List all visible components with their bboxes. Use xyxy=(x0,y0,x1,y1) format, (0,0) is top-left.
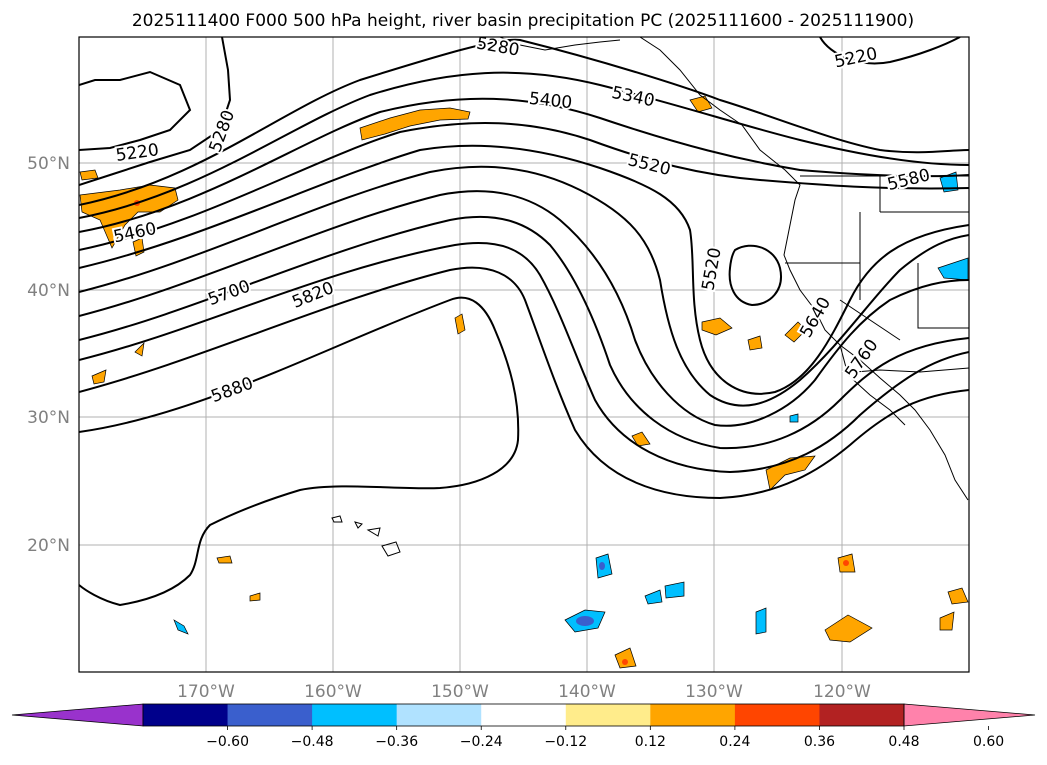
colorbar-extend-min xyxy=(11,703,144,727)
contour-5760 xyxy=(79,242,969,474)
colorbar-bin xyxy=(396,704,482,726)
lon-label: 120°W xyxy=(813,682,871,702)
lat-tick-labels: 50°N 40°N 30°N 20°N xyxy=(27,154,70,556)
contour-5580 xyxy=(79,165,969,407)
precip-blob xyxy=(79,169,99,181)
height-contours xyxy=(79,37,969,607)
colorbar-tick-label: 0.12 xyxy=(635,734,666,750)
precip-blob xyxy=(631,431,651,447)
contour-5280 xyxy=(79,38,969,206)
lon-label: 150°W xyxy=(431,682,489,702)
precip-blob xyxy=(701,317,733,336)
state-border xyxy=(785,176,969,341)
precip-blob xyxy=(939,611,955,631)
contour-5520 xyxy=(79,144,969,395)
contour-5520-closed xyxy=(728,244,782,307)
colorbar-bin xyxy=(312,704,398,726)
precip-blob xyxy=(747,335,763,351)
precip-blob xyxy=(784,321,807,343)
colorbar-bin xyxy=(650,704,736,726)
colorbar-tick-label: −0.36 xyxy=(375,734,418,750)
precip-blob xyxy=(939,171,959,193)
colorbar-tick-label: 0.24 xyxy=(719,734,750,750)
contour-5280-west xyxy=(79,37,232,186)
lon-label: 130°W xyxy=(685,682,743,702)
map-frame xyxy=(78,36,970,673)
contour-5880 xyxy=(79,296,520,607)
precip-blob xyxy=(454,313,466,335)
coastlines xyxy=(499,37,969,501)
contour-5820 xyxy=(79,266,969,500)
lon-tick-labels: 170°W 160°W 150°W 140°W 130°W 120°W xyxy=(177,682,871,702)
contour-5220-west xyxy=(79,70,192,151)
precip-blob xyxy=(359,107,471,141)
colorbar: −0.60 −0.48 −0.36 −0.24 −0.12 0.12 0.24 0.36 0.4… xyxy=(11,703,1036,750)
precip-blob xyxy=(824,614,873,643)
lon-label: 170°W xyxy=(177,682,235,702)
colorbar-tick-label: −0.24 xyxy=(460,734,503,750)
lon-label: 160°W xyxy=(304,682,362,702)
contour-label: 5280 xyxy=(475,33,521,60)
island xyxy=(331,515,343,523)
colorbar-tick-label: 0.36 xyxy=(804,734,835,750)
colorbar-tick-label: −0.48 xyxy=(291,734,334,750)
island xyxy=(381,541,401,557)
colorbar-tick-label: −0.60 xyxy=(206,734,249,750)
map-title: 2025111400 F000 500 hPa height, river ba… xyxy=(132,11,914,31)
precip-blob xyxy=(947,587,969,605)
precip-blob xyxy=(664,581,685,599)
contour-5400 xyxy=(79,97,969,233)
contour-5640 xyxy=(79,190,969,427)
precip-blob xyxy=(134,341,145,357)
alaska-coast xyxy=(499,37,621,51)
precip-blob xyxy=(91,369,107,385)
precip-blob xyxy=(789,413,799,423)
lat-label: 30°N xyxy=(27,408,70,428)
colorbar-bin xyxy=(143,704,229,726)
precip-shading xyxy=(79,95,969,669)
colorbar-tick-label: 0.48 xyxy=(888,734,919,750)
precip-blob xyxy=(644,589,663,605)
precip-blob xyxy=(755,607,767,635)
colorbar-bin xyxy=(565,704,651,726)
contour-5220-east xyxy=(819,37,961,65)
colorbar-bin xyxy=(227,704,313,726)
colorbar-extend-max xyxy=(903,703,1036,727)
contour-label: 5520 xyxy=(626,150,673,180)
colorbar-tick-label: 0.60 xyxy=(973,734,1004,750)
contour-5460 xyxy=(79,121,969,251)
colorbar-bin xyxy=(819,704,905,726)
colorbar-bin xyxy=(734,704,820,726)
colorbar-bin xyxy=(481,704,567,726)
precip-blob xyxy=(614,647,637,669)
precip-core xyxy=(599,562,605,570)
lon-label: 140°W xyxy=(558,682,616,702)
contour-5340 xyxy=(79,71,969,219)
lat-label: 40°N xyxy=(27,281,70,301)
precip-blob xyxy=(173,619,189,635)
precip-core xyxy=(843,560,849,566)
contour-5700 xyxy=(79,215,969,450)
island xyxy=(366,527,381,537)
precip-blob xyxy=(216,555,233,564)
precip-core xyxy=(622,659,628,665)
hawaii-islands xyxy=(331,515,401,557)
precip-core xyxy=(576,616,594,626)
island xyxy=(354,521,363,529)
precip-blob xyxy=(249,592,261,602)
colorbar-outline xyxy=(142,703,905,727)
baja-coast xyxy=(839,344,906,426)
colorbar-tick-label: −0.12 xyxy=(544,734,587,750)
lat-label: 50°N xyxy=(27,154,70,174)
border-us-mexico xyxy=(854,367,969,373)
lat-label: 20°N xyxy=(27,536,70,556)
